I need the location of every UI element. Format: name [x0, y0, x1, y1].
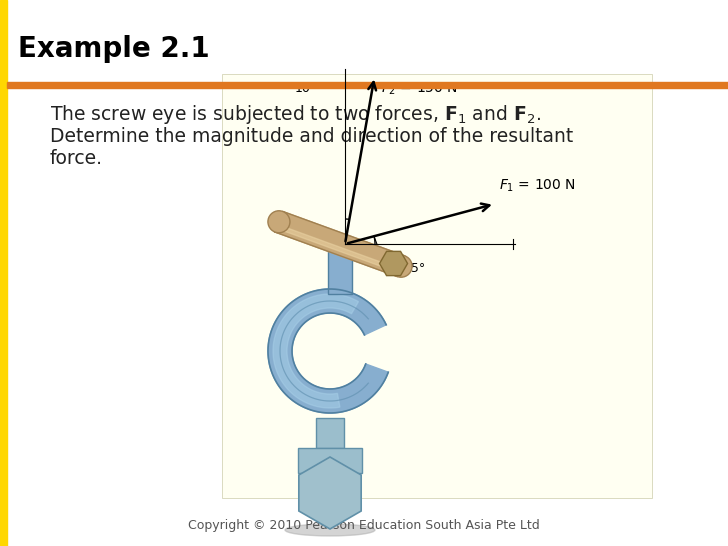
Bar	[7, 82, 728, 88]
Bar	[328, 239, 352, 294]
Polygon shape	[275, 211, 405, 277]
Text: 10°: 10°	[295, 82, 317, 96]
Bar	[316, 418, 344, 448]
Polygon shape	[298, 457, 361, 529]
Bar	[0, 0, 7, 546]
Text: force.: force.	[50, 149, 103, 168]
Circle shape	[268, 211, 290, 233]
Text: Example 2.1: Example 2.1	[18, 35, 210, 63]
Text: The screw eye is subjected to two forces, $\mathbf{F}_1$ and $\mathbf{F}_2$.: The screw eye is subjected to two forces…	[50, 103, 541, 126]
Polygon shape	[281, 226, 395, 271]
Circle shape	[390, 255, 412, 277]
Text: 15°: 15°	[404, 262, 426, 275]
Bar	[222, 74, 652, 498]
Bar	[298, 448, 362, 473]
Text: Copyright © 2010 Pearson Education South Asia Pte Ltd: Copyright © 2010 Pearson Education South…	[188, 519, 540, 532]
Ellipse shape	[285, 524, 375, 536]
Polygon shape	[268, 289, 388, 413]
Polygon shape	[379, 251, 408, 276]
Text: $F_1$ = 100 N: $F_1$ = 100 N	[499, 177, 576, 194]
Text: $F_2$ = 150 N: $F_2$ = 150 N	[381, 81, 457, 97]
Text: Determine the magnitude and direction of the resultant: Determine the magnitude and direction of…	[50, 127, 573, 145]
Polygon shape	[273, 294, 358, 408]
